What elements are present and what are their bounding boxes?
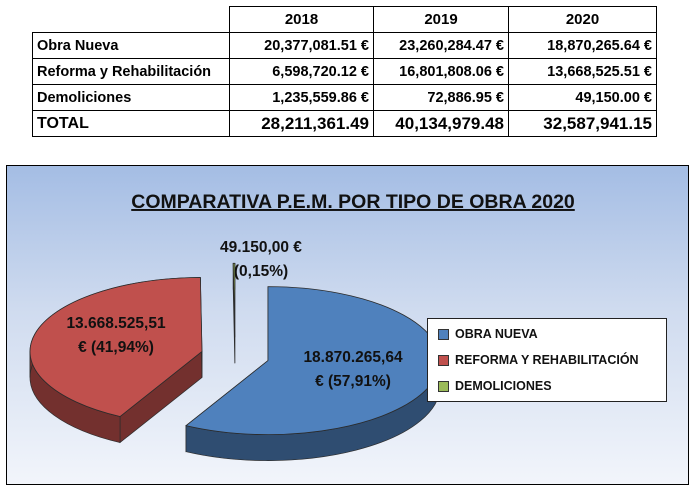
table-cell: 20,377,081.51 € xyxy=(229,32,374,59)
table-cell: 72,886.95 € xyxy=(373,84,509,111)
pie-data-labels: 18.870.265,64 € (57,91%) 13.668.525,51 € (4… xyxy=(66,239,403,390)
table-cell: 13,668,525.51 € xyxy=(508,58,657,85)
table-row: Reforma y Rehabilitación 6,598,720.12 € … xyxy=(32,58,657,85)
pie-chart: COMPARATIVA P.E.M. POR TIPO DE OBRA 2020… xyxy=(29,191,575,461)
total-cell: 40,134,979.48 xyxy=(373,110,509,137)
legend-label: DEMOLICIONES xyxy=(455,379,552,393)
chart-legend: OBRA NUEVA REFORMA Y REHABILITACIÓN DEMO… xyxy=(427,318,667,402)
table-cell: 23,260,284.47 € xyxy=(373,32,509,59)
total-cell: 32,587,941.15 xyxy=(508,110,657,137)
pie-slices xyxy=(29,262,441,461)
legend-swatch xyxy=(438,354,449,366)
legend-label: OBRA NUEVA xyxy=(455,327,538,341)
total-label: TOTAL xyxy=(32,110,230,137)
total-row: TOTAL 28,211,361.49 40,134,979.48 32,587… xyxy=(32,110,657,137)
pie-data-label: 49.150,00 € (0,15%) xyxy=(220,239,302,280)
chart-title: COMPARATIVA P.E.M. POR TIPO DE OBRA 2020 xyxy=(131,191,575,213)
legend-item-demoliciones: DEMOLICIONES xyxy=(438,377,552,395)
table-cell: 18,870,265.64 € xyxy=(508,32,657,59)
table-row: Obra Nueva 20,377,081.51 € 23,260,284.47… xyxy=(32,32,657,59)
legend-item-reforma: REFORMA Y REHABILITACIÓN xyxy=(438,351,639,369)
pie-slice xyxy=(29,277,203,444)
total-cell: 28,211,361.49 xyxy=(229,110,374,137)
pie-slice xyxy=(185,286,441,461)
pie-data-label: 18.870.265,64 € (57,91%) xyxy=(303,349,403,390)
pie-slice xyxy=(232,262,236,364)
table-cell: 1,235,559.86 € xyxy=(229,84,374,111)
row-label: Obra Nueva xyxy=(32,32,230,59)
row-label: Demoliciones xyxy=(32,84,230,111)
table-cell: 16,801,808.06 € xyxy=(373,58,509,85)
table-row: Demoliciones 1,235,559.86 € 72,886.95 € … xyxy=(32,84,657,111)
row-label: Reforma y Rehabilitación xyxy=(32,58,230,85)
header-blank-cell xyxy=(32,6,230,33)
pem-table: 2018 2019 2020 Obra Nueva 20,377,081.51 … xyxy=(32,6,657,137)
legend-item-obra-nueva: OBRA NUEVA xyxy=(438,325,538,343)
pie-data-label: 13.668.525,51 € (41,94%) xyxy=(66,315,166,356)
table-cell: 49,150.00 € xyxy=(508,84,657,111)
year-header: 2019 xyxy=(373,6,509,33)
table-cell: 6,598,720.12 € xyxy=(229,58,374,85)
legend-label: REFORMA Y REHABILITACIÓN xyxy=(455,353,639,367)
table-header-row: 2018 2019 2020 xyxy=(32,6,657,33)
year-header: 2018 xyxy=(229,6,374,33)
year-header: 2020 xyxy=(508,6,657,33)
pie-chart-area: COMPARATIVA P.E.M. POR TIPO DE OBRA 2020… xyxy=(6,165,689,485)
legend-swatch xyxy=(438,380,449,392)
legend-swatch xyxy=(438,328,449,340)
